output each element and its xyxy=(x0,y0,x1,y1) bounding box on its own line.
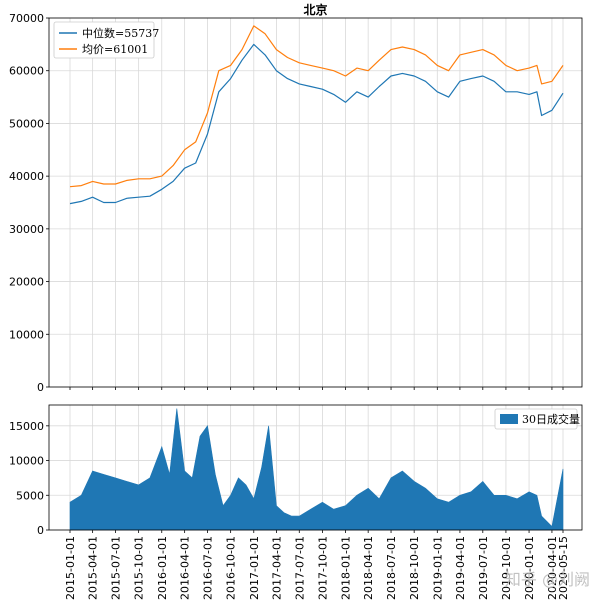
top-plot-border xyxy=(48,17,583,388)
x-tick-label: 2017-01-01 xyxy=(248,536,261,600)
x-tick-label: 2018-04-01 xyxy=(362,536,375,600)
x-tick-label: 2017-07-01 xyxy=(293,536,306,600)
x-tick-label: 2017-04-01 xyxy=(270,536,283,600)
volume-area xyxy=(69,408,564,531)
bottom-plot-border xyxy=(48,404,583,531)
bottom-y-tick-label: 15000 xyxy=(9,420,44,433)
top-legend: 中位数=55737 均价=61001 xyxy=(53,21,159,59)
x-tick-label: 2020-04-01 xyxy=(546,536,559,600)
x-tick-label: 2018-07-01 xyxy=(385,536,398,600)
legend-swatch-volume xyxy=(500,414,518,424)
watermark: 知乎 @刘阙 xyxy=(505,570,590,589)
x-tick-label: 2017-10-01 xyxy=(316,536,329,600)
x-tick-label: 2015-07-01 xyxy=(110,536,123,600)
x-tick-label: 2015-10-01 xyxy=(133,536,146,600)
bottom-y-tick-label: 0 xyxy=(37,524,44,537)
x-tick-label: 2019-01-01 xyxy=(431,536,444,600)
top-y-tick-label: 0 xyxy=(37,381,44,394)
legend-label-volume: 30日成交量 xyxy=(522,412,580,426)
x-tick-label: 2019-07-01 xyxy=(477,536,490,600)
x-tick-label: 2019-04-01 xyxy=(454,536,467,600)
series-line-median xyxy=(69,43,564,205)
top-y-tick-label: 70000 xyxy=(9,12,44,25)
legend-label-mean: 均价=61001 xyxy=(82,43,148,56)
chart-title: 北京 xyxy=(303,2,327,17)
x-tick-label: 2016-04-01 xyxy=(179,536,192,600)
x-tick-label: 2015-01-01 xyxy=(64,536,77,600)
top-y-tick-label: 20000 xyxy=(9,276,44,289)
bottom-legend: 30日成交量 xyxy=(494,408,580,430)
x-tick-label: 2016-10-01 xyxy=(225,536,238,600)
top-y-tick-label: 30000 xyxy=(9,223,44,236)
x-tick-label: 2016-01-01 xyxy=(156,536,169,600)
top-y-tick-label: 10000 xyxy=(9,328,44,341)
top-plot-background xyxy=(49,18,582,387)
x-tick-label: 2020-05-15 xyxy=(557,536,570,600)
top-y-tick-label: 50000 xyxy=(9,117,44,130)
bottom-y-tick-label: 5000 xyxy=(16,489,44,502)
x-tick-label: 2019-10-01 xyxy=(500,536,513,600)
top-y-tick-label: 40000 xyxy=(9,170,44,183)
x-tick-label: 2018-01-01 xyxy=(340,536,353,600)
bottom-y-tick-label: 10000 xyxy=(9,455,44,468)
x-tick-label: 2015-04-01 xyxy=(87,536,100,600)
series-line-mean xyxy=(69,25,564,188)
x-tick-label: 2016-07-01 xyxy=(202,536,215,600)
legend-label-median: 中位数=55737 xyxy=(82,26,159,40)
x-tick-label: 2020-01-01 xyxy=(523,536,536,600)
top-y-tick-label: 60000 xyxy=(9,65,44,78)
x-tick-label: 2018-10-01 xyxy=(408,536,421,600)
top-legend-box xyxy=(53,21,155,59)
